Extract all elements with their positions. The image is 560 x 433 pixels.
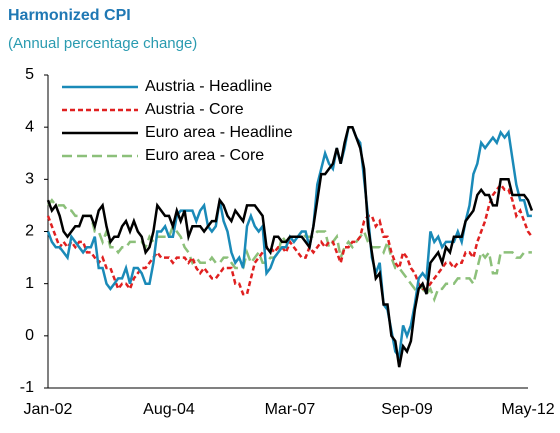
chart-title: Harmonized CPI bbox=[8, 7, 131, 24]
x-tick-label: Mar-07 bbox=[265, 401, 316, 418]
x-tick-label: May-12 bbox=[501, 401, 554, 418]
legend-label: Austria - Core bbox=[145, 101, 244, 118]
y-tick-label: 5 bbox=[25, 66, 34, 83]
legend-label: Austria - Headline bbox=[145, 78, 272, 95]
y-tick-label: 0 bbox=[25, 327, 34, 344]
x-tick-label: Aug-04 bbox=[143, 401, 195, 418]
y-tick-label: -1 bbox=[20, 379, 34, 396]
x-tick-label: Sep-09 bbox=[381, 401, 433, 418]
chart-subtitle: (Annual percentage change) bbox=[8, 35, 197, 52]
y-tick-label: 2 bbox=[25, 223, 34, 240]
y-tick-label: 1 bbox=[25, 275, 34, 292]
x-tick-label: Jan-02 bbox=[24, 401, 73, 418]
series-line bbox=[47, 198, 532, 303]
series-line bbox=[46, 125, 534, 368]
legend-label: Euro area - Core bbox=[145, 147, 264, 164]
y-tick-label: 3 bbox=[25, 171, 34, 188]
y-tick-label: 4 bbox=[25, 118, 34, 135]
series-line bbox=[46, 182, 533, 296]
legend-label: Euro area - Headline bbox=[145, 124, 293, 141]
